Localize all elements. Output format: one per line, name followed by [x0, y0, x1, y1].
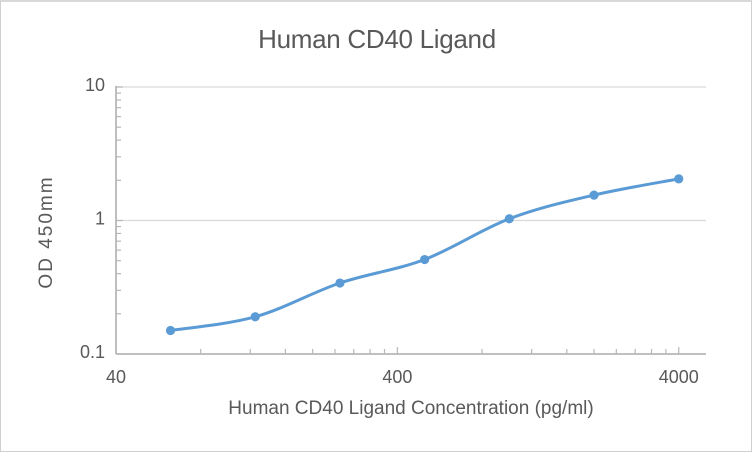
data-point-marker	[250, 312, 260, 322]
x-tick-label: 40	[106, 367, 126, 387]
x-axis-title: Human CD40 Ligand Concentration (pg/ml)	[228, 398, 594, 419]
data-point-marker	[420, 254, 430, 265]
y-tick-label: 10	[85, 75, 105, 95]
data-point-marker	[589, 190, 599, 200]
y-tick-label: 1	[95, 209, 105, 229]
data-point-marker	[335, 278, 345, 288]
data-point-marker	[674, 174, 684, 184]
chart-title: Human CD40 Ligand	[258, 24, 496, 54]
data-point-marker	[165, 325, 176, 336]
x-tick-label: 400	[382, 367, 412, 387]
x-tick-label: 4000	[659, 367, 699, 387]
data-point-marker	[504, 214, 514, 224]
series-line	[169, 177, 681, 332]
y-tick-label: 0.1	[80, 342, 105, 362]
